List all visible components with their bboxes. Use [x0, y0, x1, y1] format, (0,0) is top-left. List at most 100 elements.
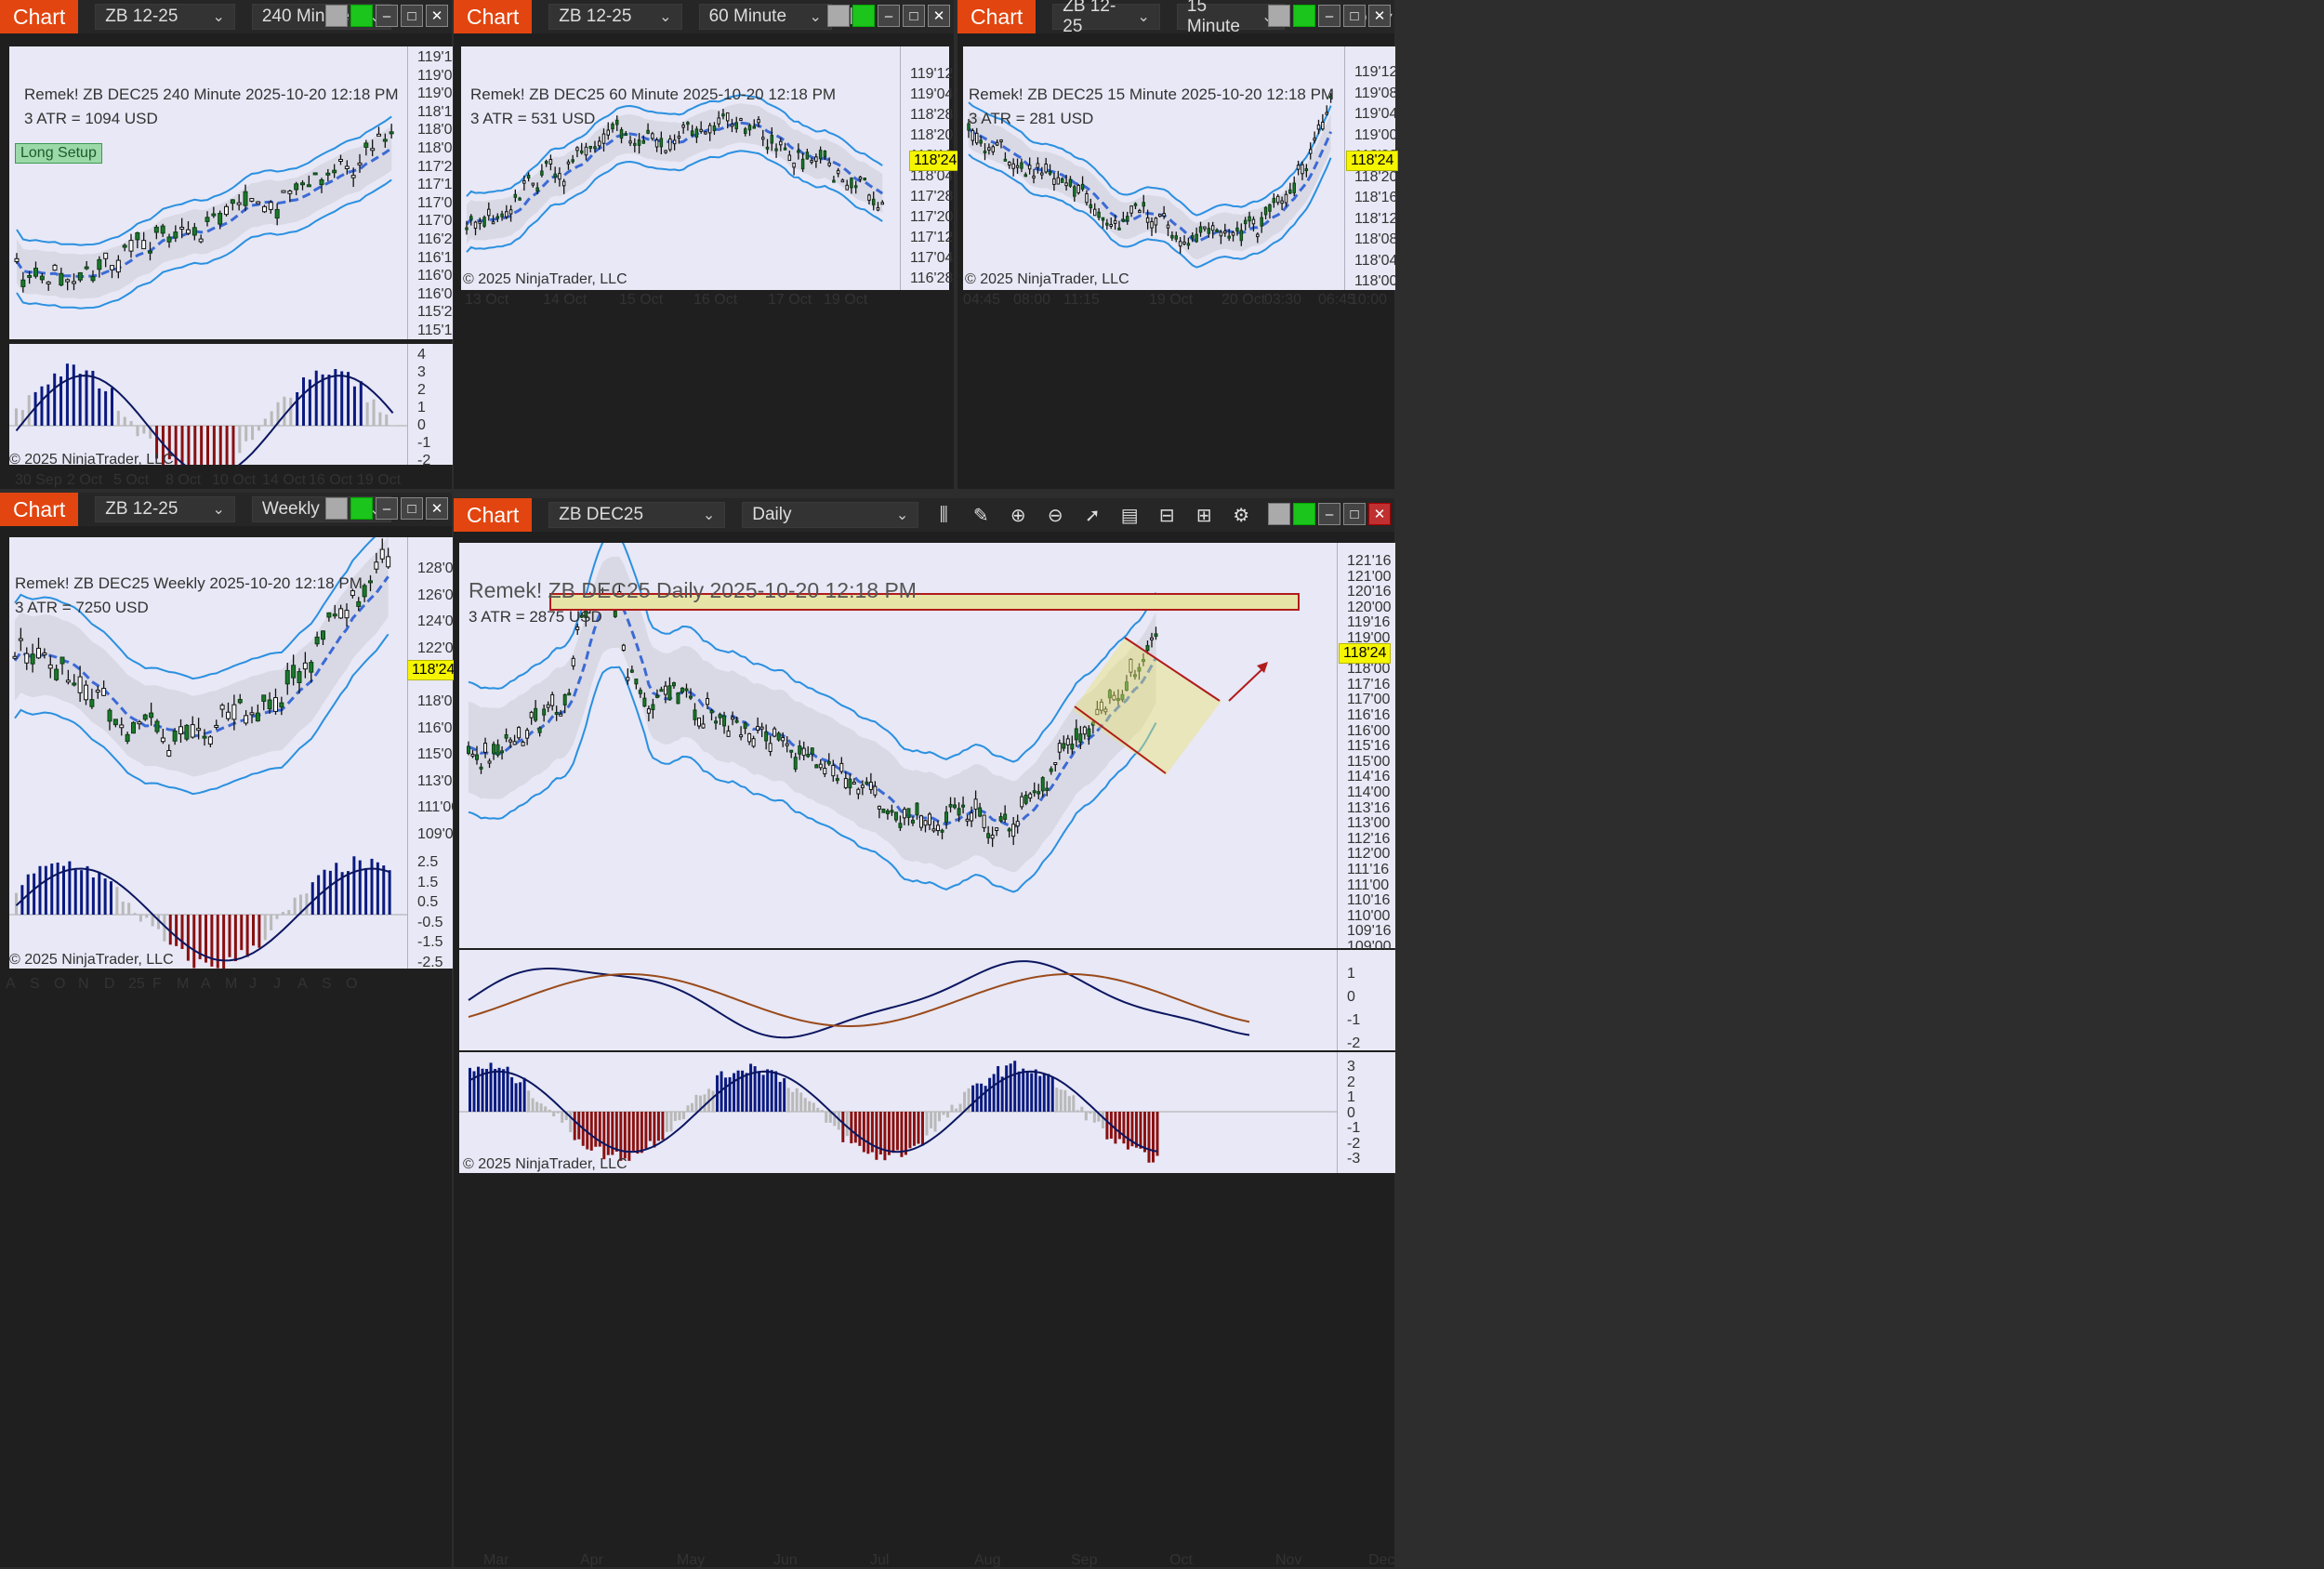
chart-menu-tab[interactable]: Chart: [0, 0, 78, 33]
properties-icon[interactable]: ⚙: [1229, 504, 1253, 527]
candle-body: [992, 147, 995, 152]
minimize-button[interactable]: –: [1318, 5, 1340, 27]
oscillator-panel[interactable]: [459, 950, 1337, 1050]
chart-menu-tab[interactable]: Chart: [454, 498, 532, 532]
close-button[interactable]: ✕: [426, 497, 448, 520]
histogram-bar: [353, 387, 356, 426]
candle-body: [470, 217, 473, 219]
maximize-button[interactable]: □: [903, 5, 925, 27]
histogram-bar: [385, 415, 388, 426]
link-color-button[interactable]: [325, 5, 348, 27]
zoom-out-icon[interactable]: ⊖: [1043, 504, 1067, 527]
candle-body: [1199, 227, 1202, 232]
price-panel-axis[interactable]: 128'00126'00124'00122'00120'00118'00116'…: [407, 537, 453, 863]
close-button[interactable]: ✕: [1368, 5, 1391, 27]
maximize-button[interactable]: □: [1343, 503, 1366, 525]
chart-menu-tab[interactable]: Chart: [0, 493, 78, 526]
price-panel[interactable]: Remek! ZB DEC25 15 Minute 2025-10-20 12:…: [963, 46, 1344, 290]
price-panel[interactable]: Remek! ZB DEC25 240 Minute 2025-10-20 12…: [9, 46, 407, 339]
instrument-value: ZB DEC25: [559, 505, 643, 525]
connection-status-button[interactable]: [350, 5, 373, 27]
histogram-bar: [712, 1091, 715, 1112]
minimize-button[interactable]: –: [1318, 503, 1340, 525]
link-color-button[interactable]: [1268, 503, 1290, 525]
instrument-selector[interactable]: ZB 12-25⌄: [95, 496, 235, 522]
candle-body: [125, 734, 129, 741]
histogram-series: [9, 344, 407, 465]
indicator-panel[interactable]: © 2025 NinjaTrader, LLC: [459, 1052, 1337, 1173]
pointer-icon[interactable]: ➚: [1080, 504, 1104, 527]
candle-body: [479, 221, 482, 223]
minimize-button[interactable]: –: [376, 5, 398, 27]
instrument-selector[interactable]: ZB 12-25⌄: [95, 4, 235, 30]
close-button[interactable]: ✕: [1368, 503, 1391, 525]
candle-body: [1171, 235, 1174, 237]
histogram-bar: [1005, 1065, 1008, 1112]
candle-body: [1276, 196, 1279, 202]
price-panel[interactable]: Remek! ZB DEC25 Weekly 2025-10-20 12:18 …: [9, 537, 407, 863]
channel-shade: [1073, 638, 1221, 775]
time-axis-label: 20 Oct: [1221, 292, 1265, 309]
histogram-bar: [984, 1086, 987, 1112]
data-box-icon[interactable]: ▤: [1117, 504, 1142, 527]
histogram-bar: [540, 1103, 543, 1112]
instrument-selector[interactable]: ZB DEC25⌄: [548, 502, 725, 528]
bar-style-icon[interactable]: ⫼: [931, 505, 956, 526]
chart-menu-tab[interactable]: Chart: [454, 0, 532, 33]
axis-tick-label: 3: [417, 364, 426, 381]
link-color-button[interactable]: [1268, 5, 1290, 27]
maximize-button[interactable]: □: [401, 497, 423, 520]
candle-body: [837, 170, 839, 173]
candle-body: [357, 601, 361, 606]
candle-body: [1000, 139, 1003, 141]
zoom-in-icon[interactable]: ⊕: [1006, 504, 1030, 527]
price-panel[interactable]: Remek! ZB DEC25 Daily 2025-10-20 12:18 P…: [459, 543, 1337, 948]
close-button[interactable]: ✕: [928, 5, 950, 27]
histogram-bar: [244, 426, 247, 442]
interval-selector[interactable]: Daily⌄: [742, 502, 918, 528]
minimize-button[interactable]: –: [878, 5, 900, 27]
link-color-button[interactable]: [325, 497, 348, 520]
pencil-icon[interactable]: ✎: [969, 504, 993, 527]
instrument-selector[interactable]: ZB 12-25⌄: [1052, 4, 1160, 30]
candle-body: [1269, 204, 1272, 211]
indicator-panel[interactable]: © 2025 NinjaTrader, LLC: [9, 344, 407, 465]
indicator-panel[interactable]: © 2025 NinjaTrader, LLC: [9, 848, 407, 969]
axis-tick-label: -1: [1347, 1012, 1360, 1029]
connection-status-button[interactable]: [350, 497, 373, 520]
instrument-selector[interactable]: ZB 12-25⌄: [548, 4, 681, 30]
candle-body: [142, 241, 146, 249]
candle-body: [28, 275, 32, 277]
time-axis-label: A: [297, 976, 308, 993]
candle-body: [1301, 165, 1304, 174]
histogram-bar: [657, 1112, 660, 1140]
histogram-bar: [251, 426, 254, 440]
candle-body: [268, 700, 271, 709]
close-button[interactable]: ✕: [426, 5, 448, 27]
connection-status-button[interactable]: [1293, 5, 1315, 27]
indicators-icon[interactable]: ⊞: [1192, 504, 1216, 527]
interval-selector[interactable]: 60 Minute⌄: [699, 4, 832, 30]
minimize-button[interactable]: –: [376, 497, 398, 520]
maximize-button[interactable]: □: [1343, 5, 1366, 27]
histogram-bar: [971, 1086, 974, 1112]
connection-status-button[interactable]: [852, 5, 875, 27]
price-panel[interactable]: Remek! ZB DEC25 60 Minute 2025-10-20 12:…: [461, 46, 900, 290]
histogram-bar: [816, 1108, 819, 1112]
chart-menu-tab[interactable]: Chart: [957, 0, 1036, 33]
strategy-icon[interactable]: ⊟: [1155, 504, 1179, 527]
maximize-button[interactable]: □: [401, 5, 423, 27]
connection-status-button[interactable]: [1293, 503, 1315, 525]
link-color-button[interactable]: [827, 5, 850, 27]
